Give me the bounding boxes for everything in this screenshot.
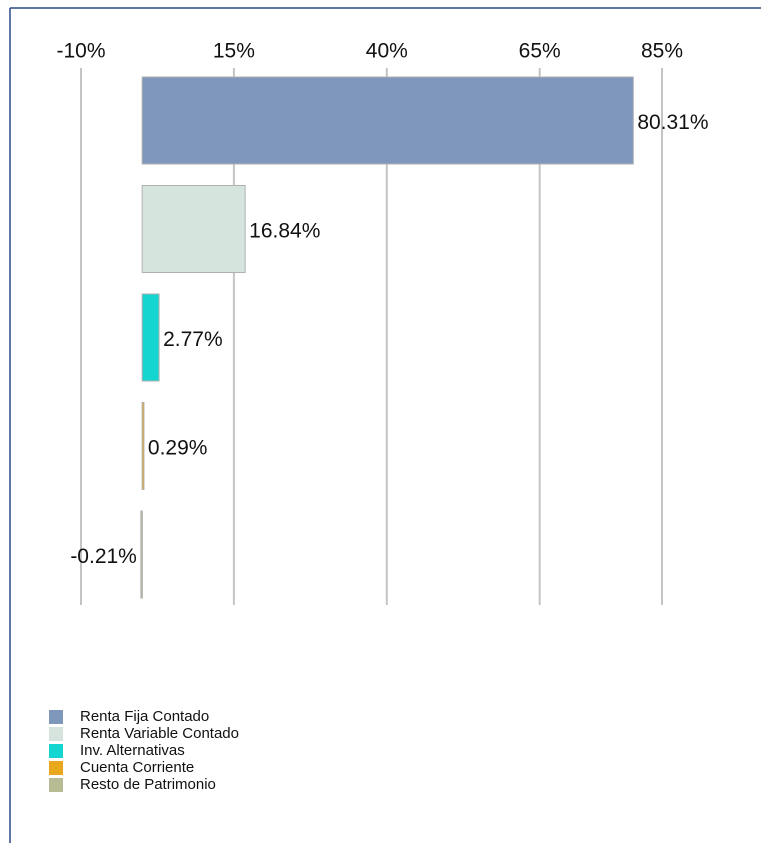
bar bbox=[141, 185, 246, 273]
bar bbox=[141, 402, 145, 490]
legend-label: Renta Variable Contado bbox=[80, 725, 239, 742]
x-tick-label: 15% bbox=[213, 40, 255, 63]
value-label: 0.29% bbox=[148, 437, 208, 460]
value-label: 80.31% bbox=[637, 111, 708, 134]
legend-swatch bbox=[49, 778, 63, 792]
legend-swatch bbox=[49, 710, 63, 724]
value-label: 2.77% bbox=[163, 328, 223, 351]
x-tick-label: 85% bbox=[641, 40, 683, 63]
legend-label: Renta Fija Contado bbox=[80, 708, 209, 725]
bar bbox=[140, 510, 143, 599]
x-tick-label: 40% bbox=[366, 40, 408, 63]
legend-label: Cuenta Corriente bbox=[80, 759, 194, 776]
x-tick-label: 65% bbox=[519, 40, 561, 63]
legend-swatch bbox=[49, 761, 63, 775]
bar bbox=[141, 76, 634, 165]
legend-swatch bbox=[49, 744, 63, 758]
legend-label: Resto de Patrimonio bbox=[80, 776, 216, 793]
legend-label: Inv. Alternativas bbox=[80, 742, 185, 759]
value-label: 16.84% bbox=[249, 220, 320, 243]
value-label: -0.21% bbox=[70, 545, 137, 568]
legend-swatch bbox=[49, 727, 63, 741]
bar bbox=[141, 293, 160, 382]
x-tick-label: -10% bbox=[56, 40, 105, 63]
